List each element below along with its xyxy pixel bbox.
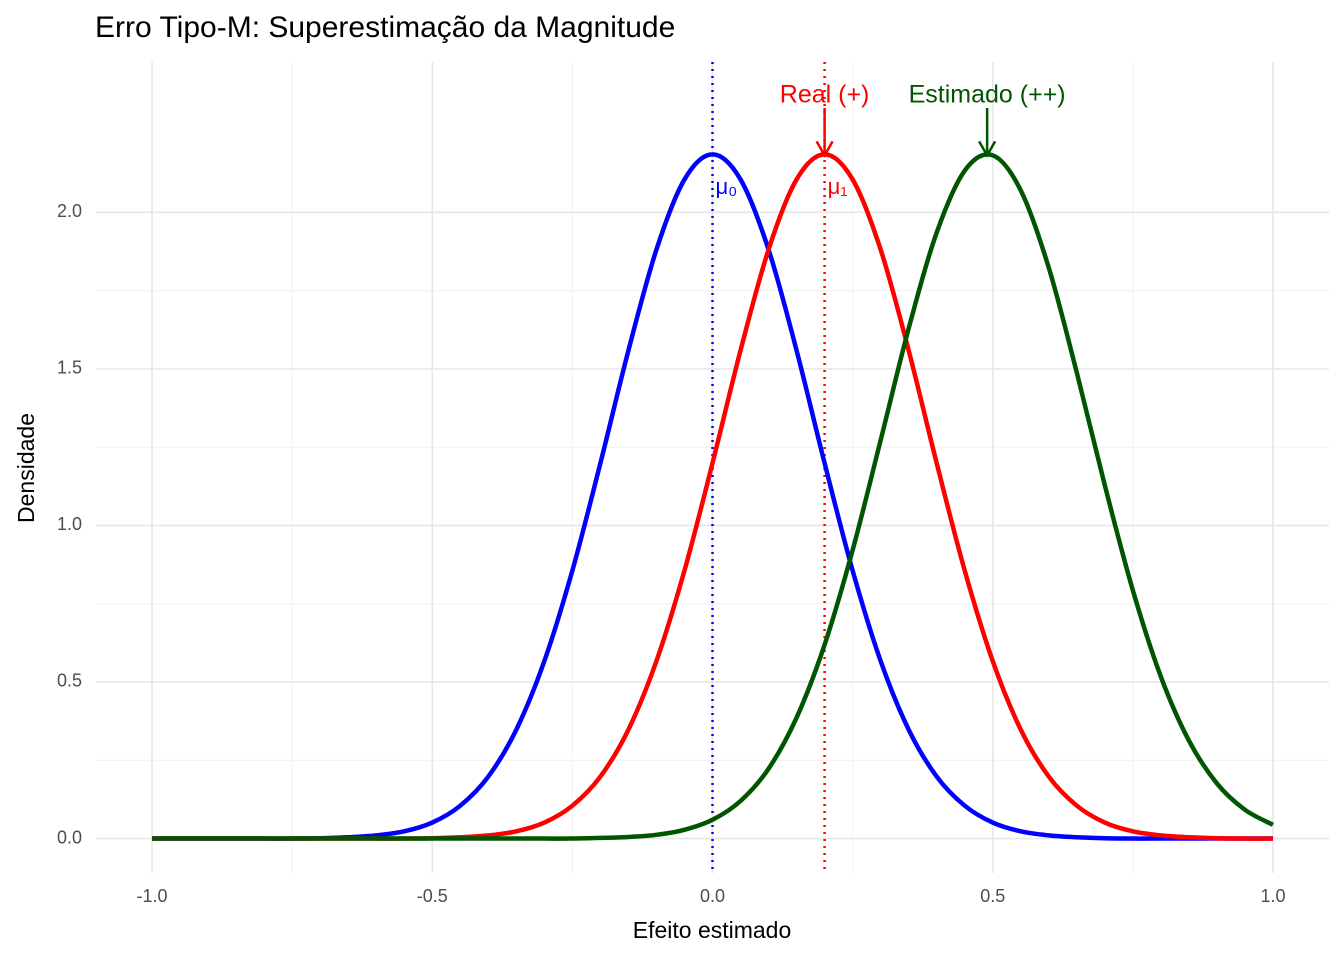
x-tick-label: 0.5 bbox=[980, 886, 1005, 906]
y-tick-label: 0.5 bbox=[57, 671, 82, 691]
x-tick-label: -0.5 bbox=[417, 886, 448, 906]
reference-label: μ₁ bbox=[828, 174, 848, 199]
x-axis-label: Efeito estimado bbox=[633, 917, 792, 943]
x-tick-label: -1.0 bbox=[137, 886, 168, 906]
y-tick-label: 2.0 bbox=[57, 201, 82, 221]
y-tick-label: 1.5 bbox=[57, 358, 82, 378]
annotation-label: Estimado (++) bbox=[909, 81, 1066, 109]
y-tick-label: 0.0 bbox=[57, 827, 82, 847]
x-tick-label: 1.0 bbox=[1260, 886, 1285, 906]
y-axis-label: Densidade bbox=[13, 413, 39, 523]
annotation-label: Real (+) bbox=[780, 81, 870, 109]
arrow-head bbox=[978, 140, 997, 158]
chart-title: Erro Tipo-M: Superestimação da Magnitude bbox=[95, 11, 675, 44]
density-line bbox=[152, 152, 1275, 841]
x-tick-label: 0.0 bbox=[700, 886, 725, 906]
arrow-head bbox=[815, 140, 834, 158]
reference-label: μ₀ bbox=[716, 174, 738, 199]
y-tick-label: 1.0 bbox=[57, 514, 82, 534]
